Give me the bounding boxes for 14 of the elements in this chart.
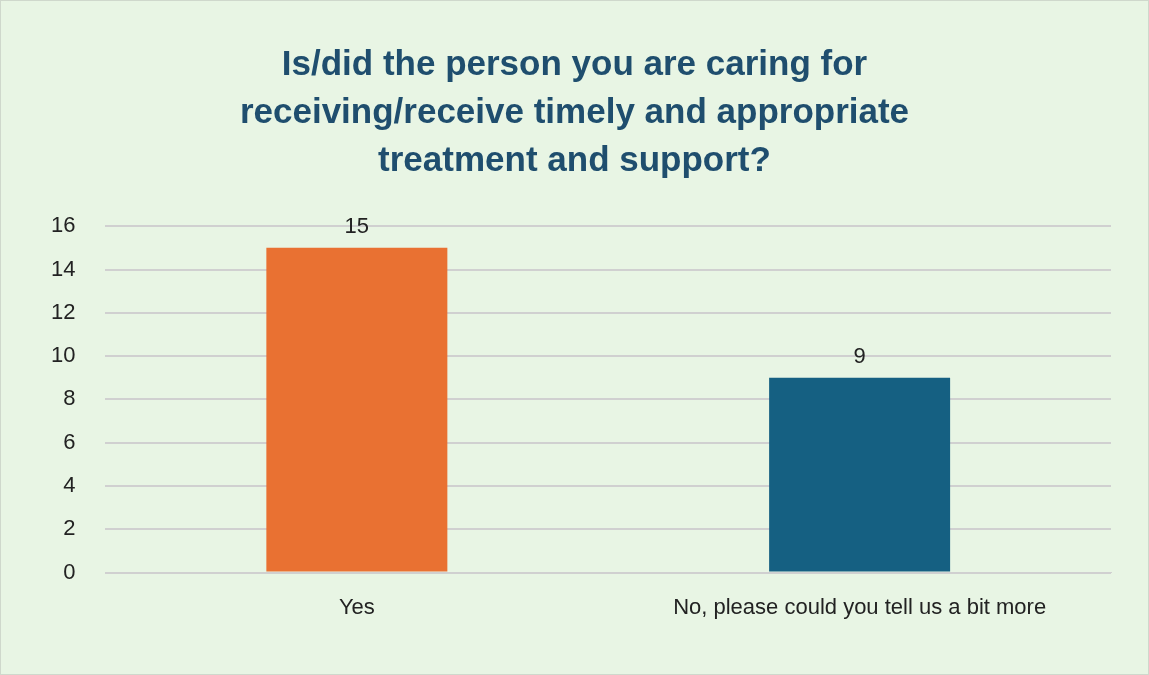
- y-tick-label: 0: [63, 558, 76, 584]
- y-tick-label: 10: [50, 342, 76, 368]
- chart-title: Is/did the person you are caring for receiving/receive timely and appropriate treatment and support?: [238, 42, 911, 180]
- y-tick-label: 6: [63, 428, 76, 454]
- y-tick-label: 2: [63, 515, 76, 541]
- y-tick-label: 16: [50, 212, 76, 238]
- y-tick-label: 14: [50, 255, 76, 281]
- y-tick-label: 4: [63, 472, 76, 498]
- data-label: 9: [853, 342, 866, 368]
- y-tick-label: 8: [63, 385, 76, 411]
- x-tick-label: Yes: [338, 593, 375, 619]
- x-tick-label: No, please could you tell us a bit more: [673, 593, 1047, 619]
- y-tick-label: 12: [50, 298, 76, 324]
- data-label: 15: [344, 212, 370, 238]
